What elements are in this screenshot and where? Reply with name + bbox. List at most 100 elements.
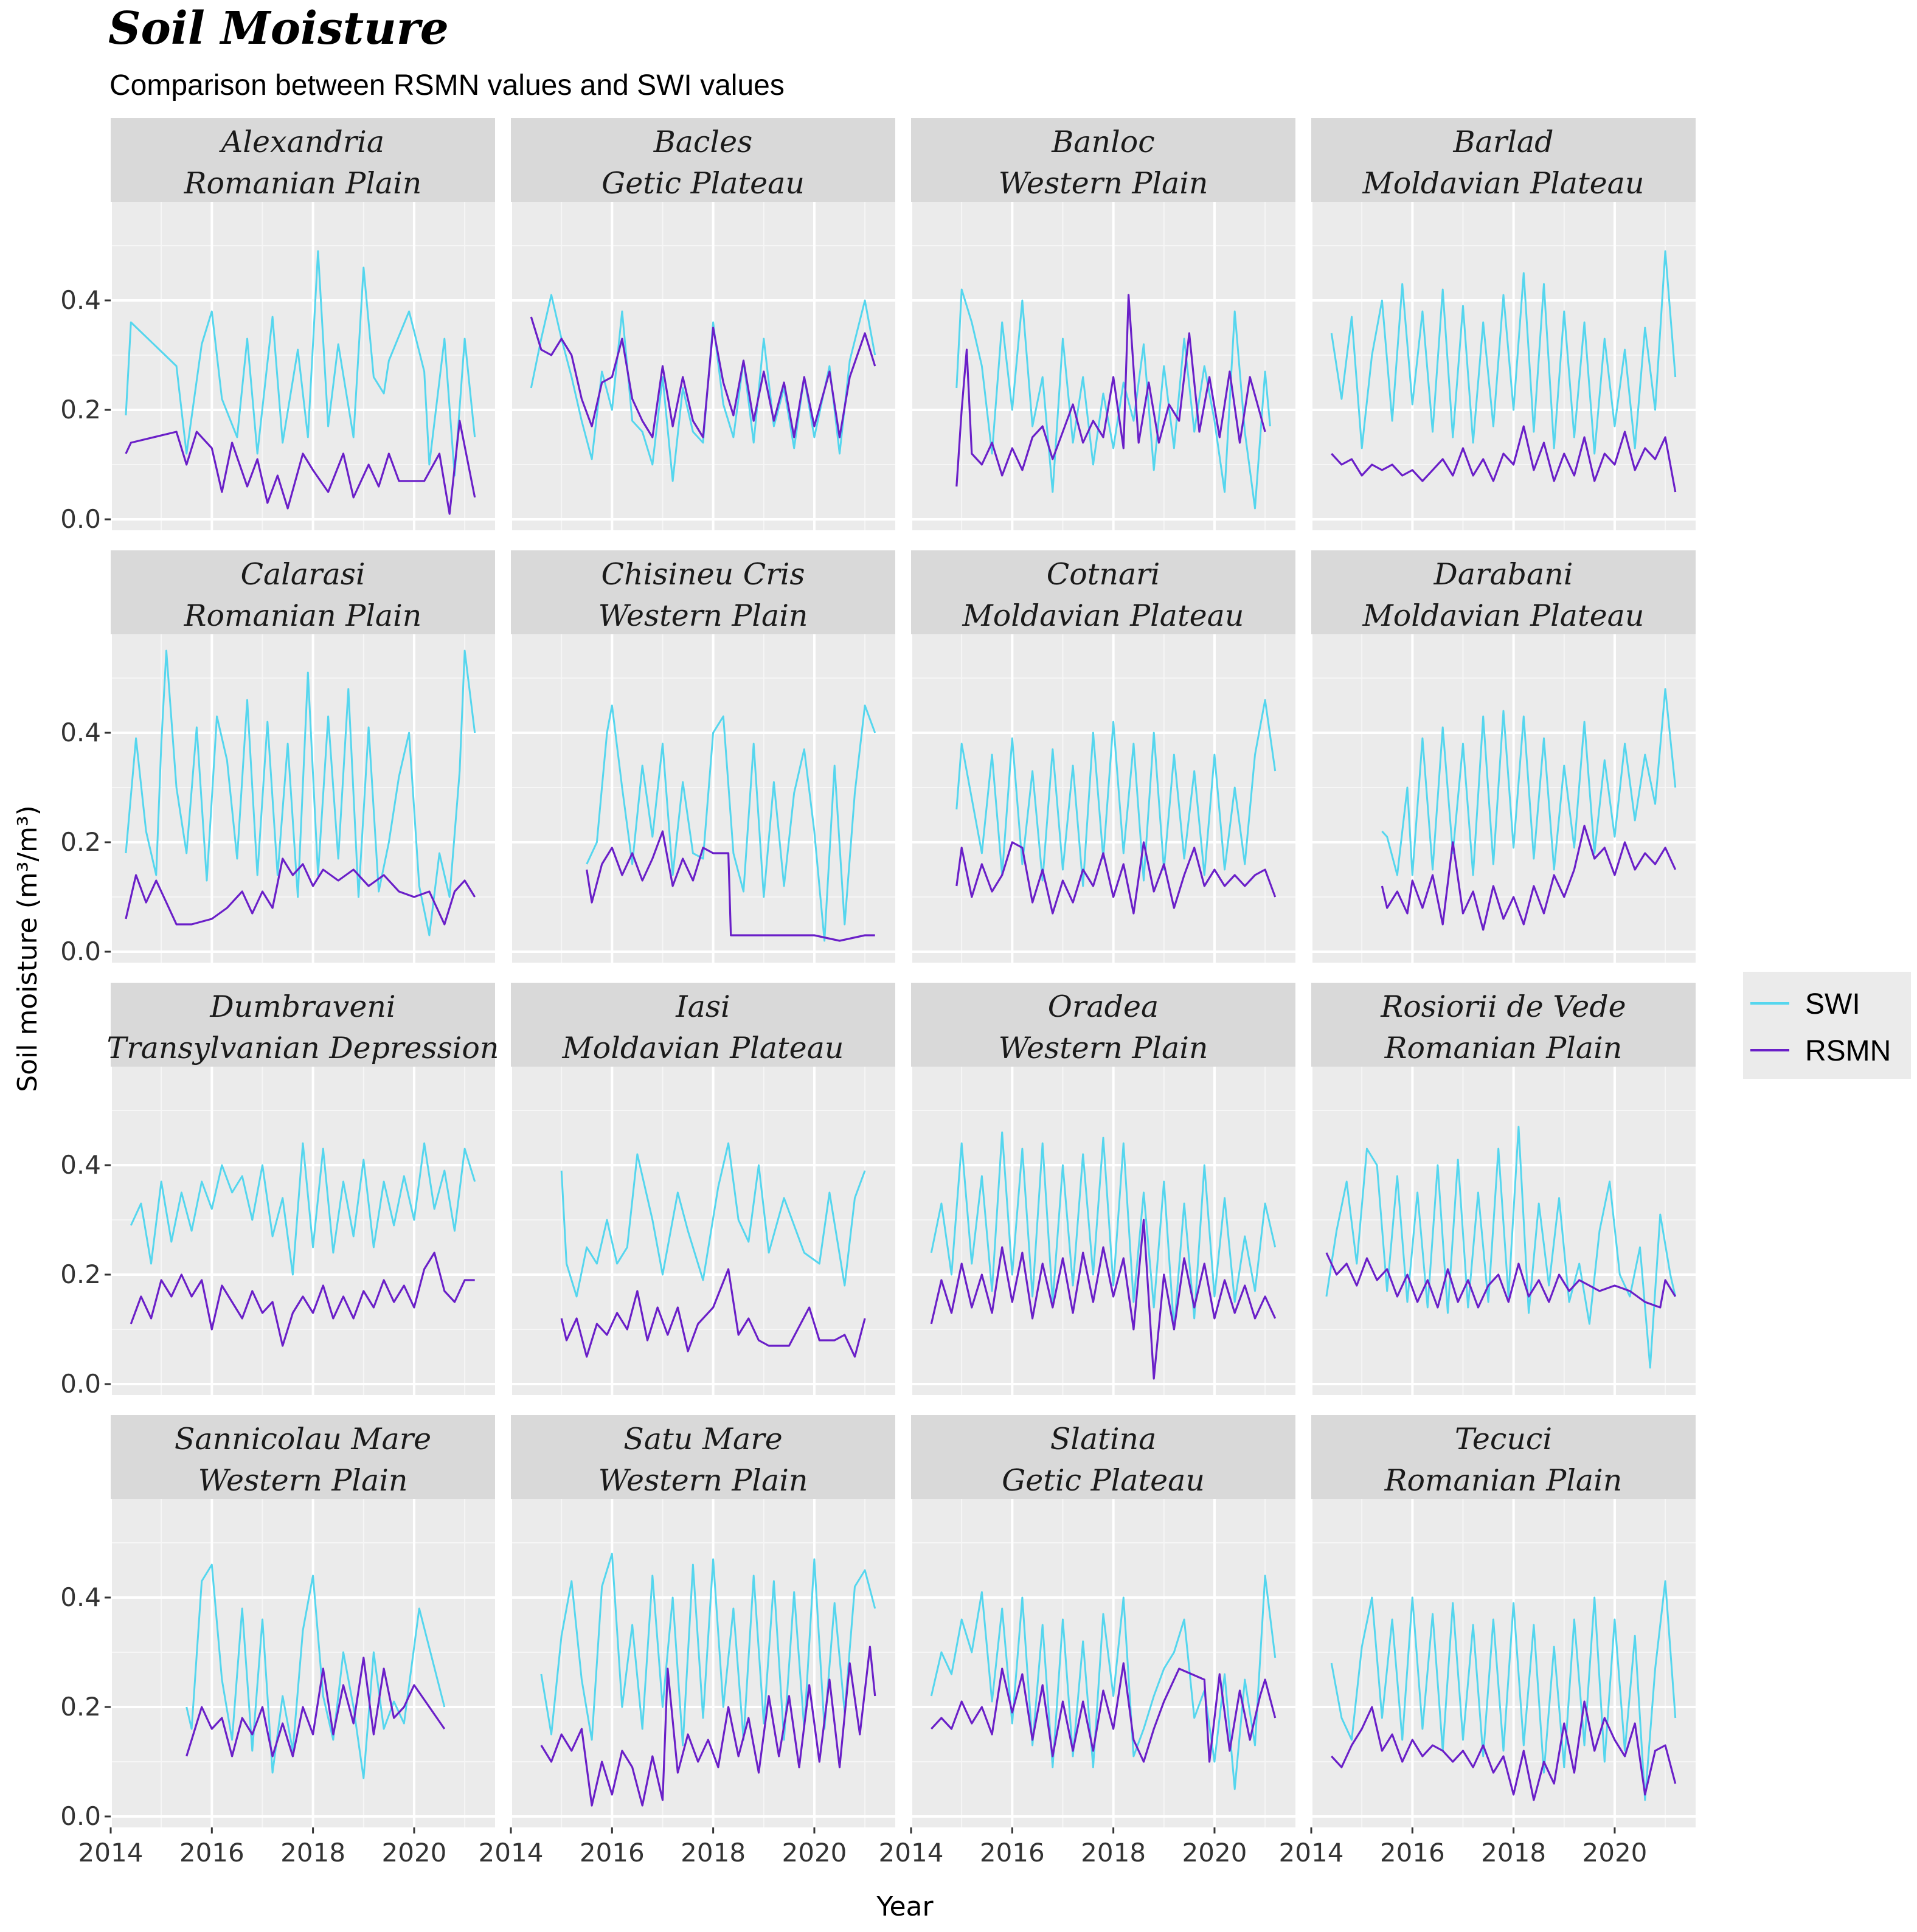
chart-subtitle: Comparison between RSMN values and SWI v… xyxy=(109,69,785,102)
y-tick-label: 0.4 xyxy=(60,285,101,315)
x-tick-label: 2016 xyxy=(179,1838,244,1868)
swi-series-line xyxy=(1330,250,1677,455)
x-tick-label: 2016 xyxy=(1380,1838,1445,1868)
legend-background xyxy=(1743,972,1911,1079)
rsmn-series-line xyxy=(1381,825,1677,931)
swi-series-line xyxy=(1330,1580,1677,1801)
facet-station-label: Chisineu Cris xyxy=(601,557,805,592)
x-tick-label: 2020 xyxy=(382,1838,447,1868)
x-tick-label: 2018 xyxy=(1481,1838,1546,1868)
facet-strip xyxy=(1311,550,1696,634)
y-tick-label: 0.0 xyxy=(60,937,101,966)
rsmn-series-line xyxy=(125,857,476,926)
rsmn-series-line xyxy=(530,316,876,438)
x-tick-label: 2020 xyxy=(1582,1838,1648,1868)
facet-strip xyxy=(511,1415,895,1499)
x-tick-label: 2018 xyxy=(280,1838,345,1868)
facet-strip xyxy=(511,983,895,1067)
facet-panel: Rosiorii de Vede Romanian Plain xyxy=(1310,983,1696,1395)
facet-strip xyxy=(111,118,495,202)
facet-station-label: Satu Mare xyxy=(623,1422,782,1456)
panel-background xyxy=(111,202,495,530)
rsmn-series-line xyxy=(560,1268,866,1358)
facet-station-label: Calarasi xyxy=(240,557,365,592)
x-tick-label: 2018 xyxy=(1081,1838,1146,1868)
x-tick-label: 2016 xyxy=(980,1838,1045,1868)
panel-background xyxy=(511,1499,895,1827)
facet-region-label: Moldavian Plateau xyxy=(562,1031,844,1065)
rsmn-series-line xyxy=(130,1252,475,1347)
legend-rsmn-label: RSMN xyxy=(1805,1035,1891,1067)
swi-series-line xyxy=(586,704,876,942)
panel-background xyxy=(111,1067,495,1395)
facet-region-label: Moldavian Plateau xyxy=(1362,166,1645,201)
swi-series-line xyxy=(130,1142,476,1276)
rsmn-series-line xyxy=(931,1662,1277,1763)
panel-background xyxy=(1311,202,1696,530)
facet-strip xyxy=(911,983,1295,1067)
x-tick-label: 2018 xyxy=(681,1838,746,1868)
facet-region-label: Western Plain xyxy=(999,1031,1208,1065)
y-tick-label: 0.0 xyxy=(60,1369,101,1399)
facet-panel: Oradea Western Plain xyxy=(910,983,1295,1395)
facet-panel: Sannicolau Mare Western Plain 0.0 0.2 0.4 201… xyxy=(60,1415,495,1868)
y-tick-label: 0.4 xyxy=(60,1150,101,1180)
rsmn-series-line xyxy=(185,1657,446,1757)
facet-region-label: Getic Plateau xyxy=(1002,1463,1205,1498)
rsmn-series-line xyxy=(955,294,1266,487)
facet-panel: Darabani Moldavian Plateau xyxy=(1310,550,1696,963)
facet-strip xyxy=(911,1415,1295,1499)
facet-region-label: Western Plain xyxy=(198,1463,408,1498)
facet-panel: Banloc Western Plain xyxy=(910,118,1295,530)
facet-station-label: Iasi xyxy=(675,989,730,1024)
swi-series-line xyxy=(530,294,876,482)
x-tick-label: 2020 xyxy=(1182,1838,1247,1868)
y-tick-label: 0.2 xyxy=(60,1259,101,1289)
facet-station-label: Slatina xyxy=(1050,1422,1157,1456)
panel-background xyxy=(1311,1499,1696,1827)
facet-panel: Chisineu Cris Western Plain xyxy=(510,550,895,963)
x-tick-label: 2020 xyxy=(782,1838,847,1868)
facet-station-label: Oradea xyxy=(1048,989,1159,1024)
legend-swi-label: SWI xyxy=(1805,988,1860,1020)
panel-background xyxy=(911,202,1295,530)
panel-background xyxy=(111,1499,495,1827)
facet-region-label: Romanian Plain xyxy=(184,598,422,633)
swi-series-line xyxy=(955,288,1271,510)
facet-station-label: Rosiorii de Vede xyxy=(1380,989,1626,1024)
facet-strip xyxy=(111,983,495,1067)
facet-station-label: Tecuci xyxy=(1455,1422,1552,1456)
swi-series-line xyxy=(930,1574,1277,1790)
rsmn-series-line xyxy=(125,420,476,515)
facet-station-label: Cotnari xyxy=(1047,557,1160,592)
swi-series-line xyxy=(125,649,476,937)
facet-panel: Barlad Moldavian Plateau xyxy=(1310,118,1696,530)
facet-region-label: Romanian Plain xyxy=(1384,1031,1623,1065)
facet-region-label: Moldavian Plateau xyxy=(1362,598,1645,633)
facet-region-label: Getic Plateau xyxy=(601,166,805,201)
panel-background xyxy=(511,1067,895,1395)
swi-series-line xyxy=(1381,688,1677,876)
facet-station-label: Banloc xyxy=(1051,125,1154,159)
y-tick-label: 0.4 xyxy=(60,1582,101,1612)
x-tick-label: 2014 xyxy=(479,1838,544,1868)
swi-series-line xyxy=(930,1131,1277,1331)
facet-station-label: Dumbraveni xyxy=(209,989,395,1024)
x-tick-label: 2016 xyxy=(580,1838,645,1868)
y-tick-label: 0.0 xyxy=(60,504,101,534)
y-tick-label: 0.2 xyxy=(60,827,101,857)
x-tick-label: 2014 xyxy=(879,1838,944,1868)
facet-strip xyxy=(111,550,495,634)
facet-panel: Slatina Getic Plateau 2014 2016 2018 2020 xyxy=(879,1415,1295,1868)
rsmn-series-line xyxy=(586,830,875,942)
y-axis-title: Soil moisture (m³/m³) xyxy=(12,805,43,1092)
facet-region-label: Moldavian Plateau xyxy=(962,598,1244,633)
x-axis-title: Year xyxy=(876,1891,934,1922)
y-tick-label: 0.4 xyxy=(60,718,101,747)
panel-background xyxy=(911,634,1295,963)
rsmn-series-line xyxy=(1325,1252,1677,1309)
facet-station-label: Darabani xyxy=(1433,557,1573,592)
swi-series-line xyxy=(560,1142,866,1298)
facet-panel: Tecuci Romanian Plain 2014 2016 2018 2020 xyxy=(1279,1415,1696,1868)
